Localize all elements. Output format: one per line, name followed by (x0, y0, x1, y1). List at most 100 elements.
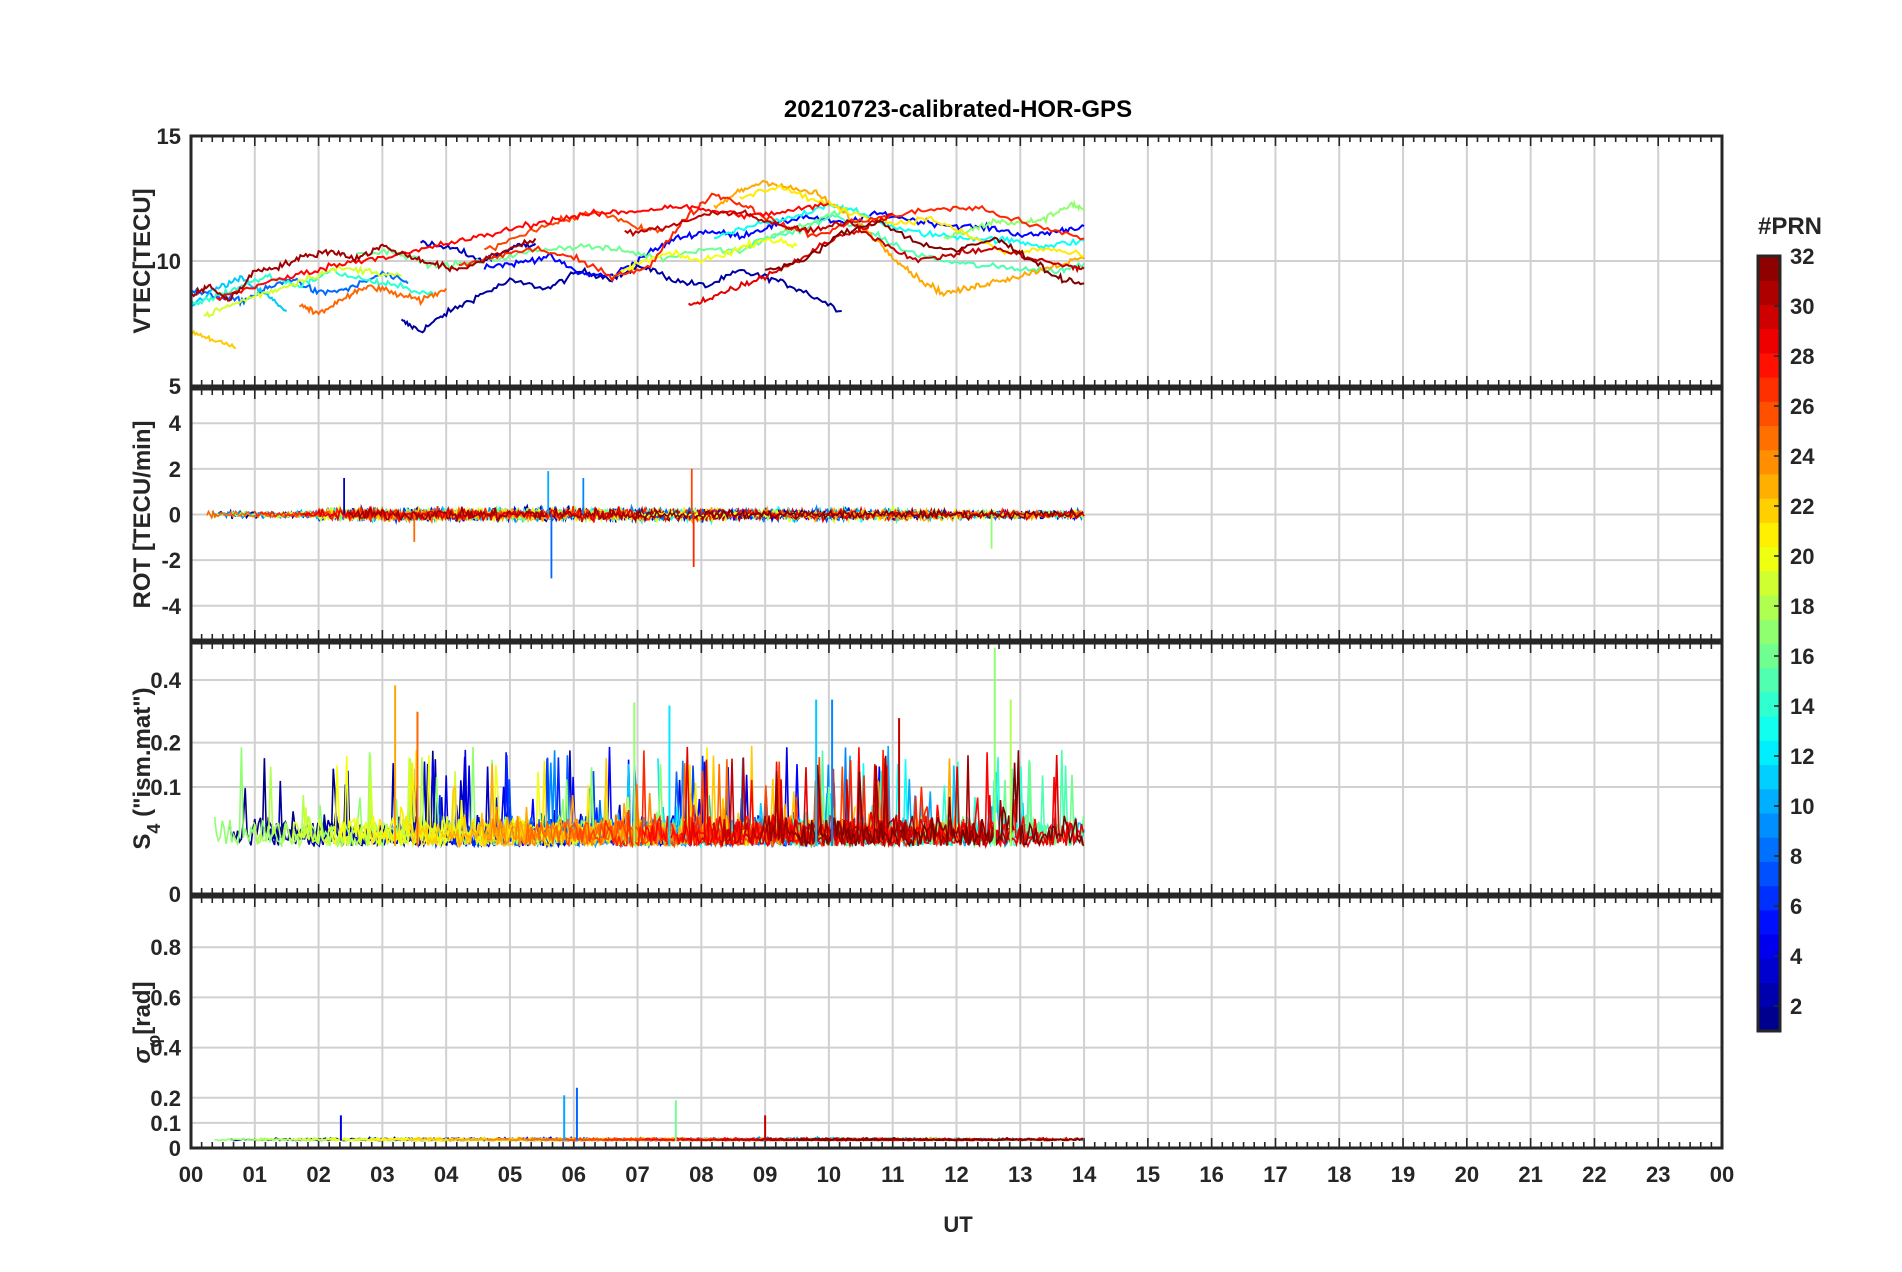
colorbar-tick-label: 12 (1790, 744, 1814, 769)
colorbar-swatch (1758, 570, 1780, 596)
x-tick-label: 12 (944, 1162, 968, 1187)
y-tick-label: -4 (161, 594, 181, 619)
x-tick-label: 14 (1072, 1162, 1097, 1187)
colorbar-swatch (1758, 837, 1780, 862)
y-tick-label: 0 (169, 1136, 181, 1161)
colorbar-tick-label: 16 (1790, 644, 1814, 669)
y-tick-label: -2 (161, 548, 181, 573)
vtec-series-prn-27 (458, 192, 1085, 283)
x-tick-label: 06 (562, 1162, 586, 1187)
colorbar-swatch (1758, 788, 1780, 814)
colorbar-tick-label: 30 (1790, 294, 1814, 319)
vtec-series-prn-11 (191, 274, 288, 312)
y-tick-label: 0.2 (150, 731, 181, 756)
vtec-series-prn-25 (299, 284, 448, 316)
x-tick-label: 18 (1327, 1162, 1351, 1187)
colorbar-swatch (1758, 716, 1780, 741)
x-tick-label: 19 (1391, 1162, 1415, 1187)
x-tick-label: 04 (434, 1162, 459, 1187)
x-tick-label: 09 (753, 1162, 777, 1187)
vtec-series-prn-20 (611, 236, 798, 279)
colorbar-swatch (1758, 643, 1780, 669)
x-tick-label: 11 (881, 1162, 904, 1187)
colorbar-tick-label: 8 (1790, 844, 1802, 869)
colorbar-tick-label: 26 (1790, 394, 1814, 419)
colorbar-tick-label: 32 (1790, 244, 1814, 269)
colorbar-swatch (1758, 595, 1780, 620)
x-tick-label: 23 (1646, 1162, 1670, 1187)
colorbar-swatch (1758, 425, 1780, 451)
colorbar-swatch (1758, 1006, 1780, 1032)
y-tick-label: 0.8 (150, 935, 181, 960)
vtec-series-prn-23 (713, 179, 1085, 298)
rot-series-prn-29 (700, 507, 1085, 522)
colorbar-swatch (1758, 280, 1780, 305)
rot-panel: -4 -2 0 2 4 ROT [TECU/min] (129, 387, 1724, 642)
vtec-series-prn-14 (191, 268, 434, 307)
x-tick-label: 00 (179, 1162, 203, 1187)
y-tick-label: 0.1 (150, 775, 181, 800)
axes-box (189, 387, 1724, 642)
colorbar-tick-label: 28 (1790, 344, 1814, 369)
x-tick-label: 20 (1455, 1162, 1479, 1187)
s4-series-prn-27 (602, 749, 987, 849)
y-axis-label: S4 ("ism.mat") (129, 687, 164, 849)
chart-title: 20210723-calibrated-HOR-GPS (784, 96, 1132, 123)
y-tick-label: 15 (157, 124, 181, 149)
y-tick-label: 4 (169, 411, 182, 436)
x-tick-label: 07 (625, 1162, 649, 1187)
colorbar-swatch (1758, 619, 1780, 644)
colorbar-label: #PRN (1758, 213, 1822, 240)
vtec-series-prn-17 (943, 199, 1085, 240)
x-tick-label: 21 (1518, 1162, 1542, 1187)
series-group (214, 1087, 1085, 1142)
s4-panel: 0 0.1 0.2 0.4S4 ("ism.mat") (129, 641, 1724, 907)
colorbar-swatch (1758, 861, 1780, 887)
y-tick-label: 0.6 (150, 985, 181, 1010)
colorbar-swatch (1758, 667, 1780, 693)
colorbar-swatch (1758, 691, 1780, 717)
vtec-panel: 5 10 15 VTEC[TECU] (129, 124, 1724, 399)
colorbar-tick-label: 22 (1790, 494, 1814, 519)
series-group (191, 179, 1085, 350)
colorbar-swatch (1758, 934, 1780, 959)
x-tick-label: 03 (370, 1162, 394, 1187)
y-tick-label: 0 (169, 503, 181, 528)
y-axis-label: ROT [TECU/min] (129, 421, 156, 609)
x-tick-label: 02 (306, 1162, 330, 1187)
colorbar-swatch (1758, 909, 1780, 935)
colorbar-swatch (1758, 352, 1780, 378)
colorbar-swatch (1758, 764, 1780, 790)
vtec-series-prn-8 (191, 270, 409, 308)
y-axis-label: VTEC[TECU] (129, 188, 156, 333)
y-tick-label: 0.4 (150, 1036, 181, 1061)
x-tick-label: 15 (1136, 1162, 1160, 1187)
s4-series-prn-31 (758, 755, 1015, 848)
colorbar-swatch (1758, 958, 1780, 984)
colorbar-swatch (1758, 377, 1780, 402)
vtec-series-prn-2 (400, 263, 842, 334)
x-tick-label: 22 (1582, 1162, 1606, 1187)
vtec-series-prn-5 (483, 210, 1085, 279)
vtec-series-prn-31 (191, 237, 537, 302)
colorbar-tick-label: 6 (1790, 894, 1802, 919)
colorbar-swatch (1758, 740, 1780, 766)
colorbar-swatch (1758, 473, 1780, 499)
y-tick-label: 2 (169, 457, 181, 482)
colorbar-swatch (1758, 328, 1780, 354)
y-tick-label: 0.2 (150, 1086, 181, 1111)
x-tick-label: 17 (1263, 1162, 1287, 1187)
colorbar-swatch (1758, 982, 1780, 1008)
axes-box (189, 895, 1724, 1150)
y-axis-label: σφ[rad] (129, 981, 164, 1063)
colorbar-swatch (1758, 498, 1780, 523)
y-tick-label: 0.4 (150, 668, 181, 693)
y-tick-label: 10 (157, 249, 181, 274)
x-tick-label: 01 (243, 1162, 267, 1187)
colorbar-swatch (1758, 813, 1780, 838)
y-tick-label: 0.1 (150, 1111, 181, 1136)
colorbar-tick-label: 2 (1790, 994, 1802, 1019)
x-tick-label: 13 (1008, 1162, 1032, 1187)
y-tick-label: 0 (169, 882, 181, 907)
